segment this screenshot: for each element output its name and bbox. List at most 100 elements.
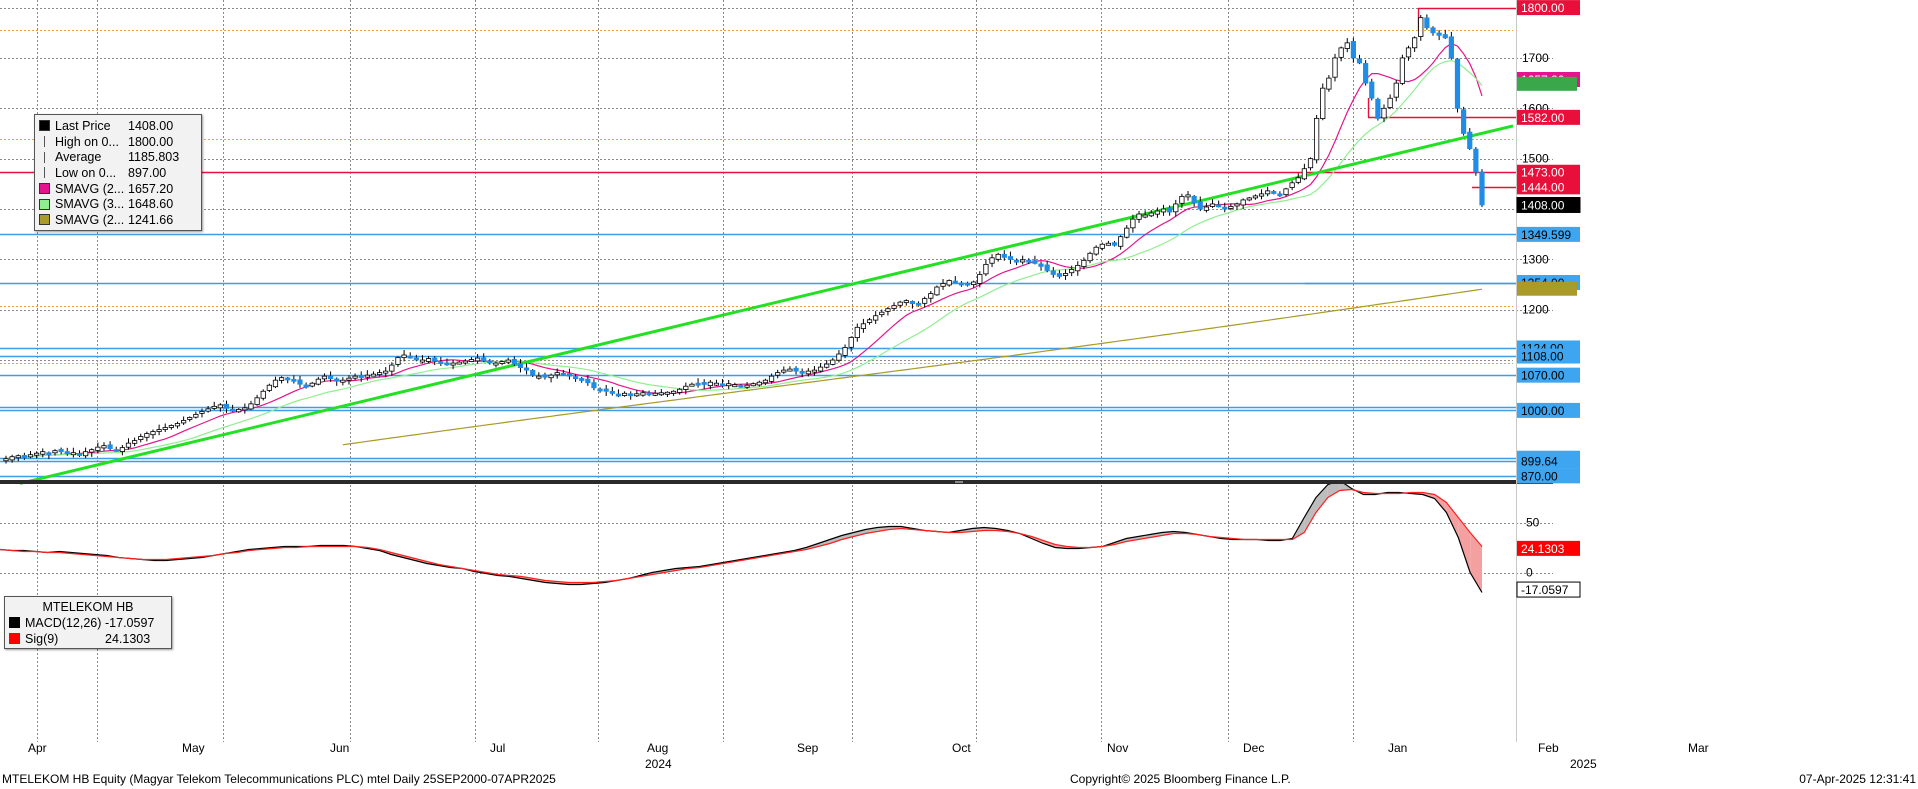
month-label: Sep	[797, 741, 819, 755]
candle-body	[585, 378, 591, 384]
candle-body	[597, 388, 603, 392]
candle-body	[658, 392, 664, 396]
price-tag: 1444.00	[1517, 179, 1580, 195]
candle-body	[1375, 98, 1381, 119]
candle-body	[1430, 27, 1436, 34]
price-tag-text: 1000.00	[1521, 404, 1565, 418]
candle-body	[579, 378, 585, 381]
price-legend-entry: High on 0... 1800.00	[35, 134, 201, 150]
candle-body	[107, 444, 113, 450]
candle-body	[1412, 37, 1418, 49]
legend-swatch	[44, 136, 55, 148]
price-tag-box	[1517, 179, 1580, 195]
candle-body	[1173, 203, 1179, 213]
footer-security: MTELEKOM HB Equity (Magyar Telekom Telec…	[2, 772, 556, 786]
candle-body	[1265, 190, 1271, 195]
macd-panel	[0, 479, 1483, 593]
candle-body	[144, 433, 150, 438]
candle-body	[3, 458, 9, 462]
candle-body	[934, 286, 940, 296]
candle-body	[1038, 263, 1044, 267]
candle-body	[768, 375, 775, 382]
legend-label: High on 0...	[55, 134, 119, 149]
price-tags: 1800.001657.201582.001473.001444.001408.…	[1516, 0, 1581, 598]
macd-tag: -17.0597	[1516, 581, 1581, 598]
candle-body	[1197, 201, 1203, 210]
candle-body	[1240, 199, 1246, 206]
legend-swatch	[39, 214, 50, 226]
candle-body	[1026, 259, 1032, 263]
candle-body	[444, 362, 450, 366]
candle-body	[1185, 194, 1191, 198]
candle-body	[548, 374, 554, 379]
candle-body	[517, 363, 524, 369]
candle-body	[481, 357, 487, 361]
year-label: 2025	[1570, 757, 1597, 771]
price-tag: 1408.00	[1516, 196, 1581, 213]
candle-body	[781, 369, 787, 373]
price-tag: 899.64	[1517, 453, 1580, 469]
candle-body	[462, 360, 468, 364]
footer-timestamp: 07-Apr-2025 12:31:41	[1799, 772, 1916, 786]
month-label: Dec	[1243, 741, 1264, 755]
legend-value: 24.1303	[105, 631, 151, 646]
legend-value: 897.00	[128, 165, 167, 180]
candle-body	[1418, 17, 1424, 37]
candle-body	[1442, 34, 1448, 39]
candle-body	[928, 293, 934, 299]
candle-body	[468, 359, 475, 362]
price-tag-box	[1517, 402, 1580, 418]
candle-body	[168, 425, 174, 428]
candle-body	[1179, 196, 1185, 204]
candle-body	[205, 408, 211, 412]
candle-body	[1277, 193, 1283, 197]
candle-body	[848, 336, 854, 348]
candle-body	[376, 372, 383, 376]
macd-tag-text: -17.0597	[1521, 583, 1569, 597]
candle-body	[132, 440, 138, 444]
candle-body	[279, 377, 285, 381]
candle-body	[1381, 107, 1387, 119]
legend-value: 1241.66	[128, 212, 174, 227]
candle-body	[866, 319, 873, 323]
candle-body	[1118, 236, 1124, 247]
candle-body	[952, 280, 958, 284]
candle-body	[1283, 188, 1289, 196]
candle-body	[530, 369, 536, 376]
price-tag: 1108.00	[1517, 348, 1580, 364]
smavg-long-line	[342, 288, 1483, 446]
price-tag-text: 899.64	[1521, 454, 1558, 468]
legend-swatch	[44, 167, 55, 179]
candle-body	[181, 420, 187, 424]
candle-body	[1216, 204, 1222, 208]
candle-body	[346, 377, 352, 381]
price-tag: 1070.00	[1517, 367, 1580, 383]
price-tag-text: 1408.00	[1521, 198, 1565, 212]
candle-body	[1001, 253, 1007, 258]
price-legend: Last Price 1408.00 High on 0... 1800.00 Aver…	[34, 114, 202, 231]
candle-body	[989, 257, 995, 264]
price-tag-box	[1517, 109, 1580, 125]
candle-body	[321, 375, 328, 380]
macd-fill	[1138, 534, 1151, 540]
candle-body	[236, 408, 242, 413]
candle-body	[1203, 206, 1209, 211]
candle-body	[101, 445, 107, 449]
candle-body	[260, 390, 266, 399]
price-legend-entry: Last Price 1408.00	[35, 118, 201, 134]
candle-body	[1246, 197, 1252, 201]
candle-body	[1332, 57, 1338, 78]
month-label: Jan	[1388, 741, 1407, 755]
legend-label: SMAVG (3...	[55, 197, 125, 212]
candle-body	[1369, 81, 1375, 99]
candle-body	[1130, 218, 1136, 229]
candle-body	[523, 367, 530, 371]
candle-body	[285, 377, 291, 381]
candle-body	[971, 281, 977, 286]
legend-value: 1657.20	[128, 181, 174, 196]
candle-body	[1154, 210, 1161, 215]
candle-body	[352, 375, 358, 379]
macd-line	[0, 479, 1483, 593]
macd-legend: MTELEKOM HB MACD(12,26) -17.0597 Sig(9) 24.…	[4, 596, 172, 650]
year-label: 2024	[645, 757, 672, 771]
